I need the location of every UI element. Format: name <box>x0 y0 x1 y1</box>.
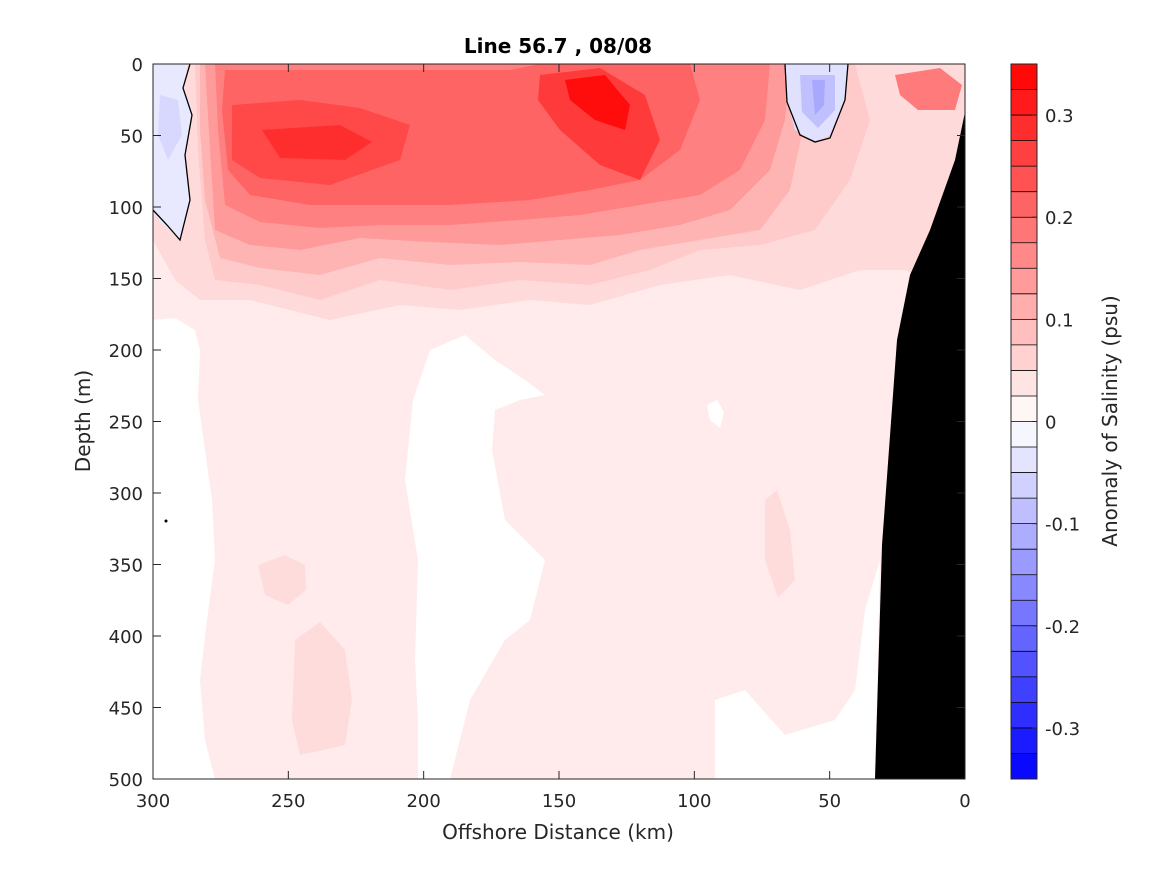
positive-core-central <box>538 68 660 180</box>
colorbar-level <box>1011 319 1037 346</box>
colorbar-tick-label: -0.1 <box>1045 515 1080 536</box>
negative-core-west <box>158 95 182 160</box>
colorbar-level <box>1011 370 1037 397</box>
negative-core-east-inner <box>812 80 825 115</box>
colorbar-tick-label: -0.2 <box>1045 617 1080 638</box>
x-tick-label: 200 <box>406 791 440 812</box>
y-tick-label: 50 <box>120 127 143 148</box>
colorbar-level <box>1011 293 1037 320</box>
y-tick-label: 400 <box>109 627 143 648</box>
colorbar-level <box>1011 242 1037 269</box>
colorbar-level <box>1011 651 1037 678</box>
x-axis: 300 250 200 150 100 50 0 <box>136 64 971 812</box>
colorbar-level <box>1011 753 1037 780</box>
x-tick-label: 0 <box>959 791 970 812</box>
plot-area <box>153 64 965 779</box>
colorbar-level <box>1011 625 1037 652</box>
colorbar-level <box>1011 472 1037 499</box>
x-axis-label: Offshore Distance (km) <box>442 820 674 844</box>
colorbar-level <box>1011 421 1037 448</box>
positive-core-central-inner <box>565 75 630 130</box>
chart-title: Line 56.7 , 08/08 <box>464 34 652 58</box>
colorbar-level <box>1011 676 1037 703</box>
y-tick-label: 150 <box>109 270 143 291</box>
bathymetry <box>875 112 965 779</box>
colorbar-level <box>1011 702 1037 729</box>
colorbar-level <box>1011 140 1037 167</box>
zero-region-small <box>707 400 724 428</box>
colorbar-level <box>1011 217 1037 244</box>
x-tick-label: 250 <box>271 791 305 812</box>
colorbar-level <box>1011 574 1037 601</box>
x-tick-label: 150 <box>542 791 576 812</box>
colorbar-level <box>1011 549 1037 576</box>
colorbar-level <box>1011 447 1037 474</box>
colorbar-tick-label: -0.3 <box>1045 719 1080 740</box>
zero-contour-west <box>153 64 193 242</box>
colorbar-level <box>1011 600 1037 627</box>
weak-patch-b <box>292 622 352 755</box>
x-tick-label: 100 <box>677 791 711 812</box>
y-tick-label: 350 <box>109 556 143 577</box>
colorbar-level <box>1011 727 1037 754</box>
x-tick-label: 300 <box>136 791 170 812</box>
colorbar-level <box>1011 191 1037 218</box>
colorbar-label: Anomaly of Salinity (psu) <box>1098 295 1122 546</box>
y-tick-label: 100 <box>109 198 143 219</box>
zero-contour-east <box>784 64 849 143</box>
colorbar-tick-label: 0.1 <box>1045 310 1074 331</box>
y-axis-label: Depth (m) <box>71 370 95 472</box>
colorbar-level <box>1011 64 1037 91</box>
colorbar-level <box>1011 115 1037 142</box>
y-tick-label: 200 <box>109 341 143 362</box>
colorbar-level <box>1011 523 1037 550</box>
colorbar-level <box>1011 166 1037 193</box>
colorbar-tick-label: 0 <box>1045 413 1056 434</box>
y-tick-label: 450 <box>109 699 143 720</box>
positive-core-east <box>895 68 962 110</box>
positive-core-west-inner <box>262 125 372 160</box>
y-tick-label: 500 <box>109 770 143 791</box>
colorbar-level <box>1011 268 1037 295</box>
zero-region-west <box>153 318 215 779</box>
weak-patch-a <box>258 555 306 605</box>
y-tick-label: 0 <box>132 55 143 76</box>
colorbar-level <box>1011 395 1037 422</box>
zero-region-east <box>715 560 880 779</box>
y-tick-label: 300 <box>109 484 143 505</box>
colorbar-level <box>1011 344 1037 371</box>
x-tick-label: 50 <box>818 791 841 812</box>
y-tick-label: 250 <box>109 413 143 434</box>
colorbar-tick-label: 0.3 <box>1045 106 1074 127</box>
weak-patch-c <box>765 490 795 598</box>
y-axis: 0 50 100 150 200 250 300 350 400 450 500 <box>109 55 965 791</box>
colorbar-level <box>1011 89 1037 116</box>
zero-region-central <box>405 335 545 779</box>
colorbar: 0.3 0.2 0.1 0 -0.1 -0.2 -0.3 <box>1010 63 1080 780</box>
contour-dot <box>164 519 168 523</box>
colorbar-level <box>1011 498 1037 525</box>
colorbar-tick-label: 0.2 <box>1045 208 1074 229</box>
